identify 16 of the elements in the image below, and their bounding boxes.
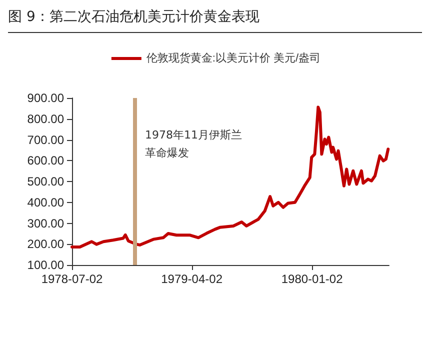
y-tick-label: 200.00	[27, 237, 64, 252]
y-tick-label: 300.00	[27, 216, 64, 230]
y-tick-label: 900.00	[27, 91, 64, 105]
line-series	[70, 106, 390, 249]
chart-title: 图 9：第二次石油危机美元计价黄金表现	[8, 8, 422, 33]
x-tick-label: 1980-01-02	[281, 272, 344, 286]
y-tick-label: 800.00	[27, 112, 64, 126]
y-tick-label: 100.00	[27, 258, 64, 272]
y-tick-label: 600.00	[27, 154, 64, 168]
y-tick-label: 700.00	[27, 132, 64, 147]
legend-label: 伦敦现货黄金:以美元计价 美元/盎司	[146, 52, 321, 64]
y-tick-label: 500.00	[27, 174, 64, 188]
y-tick-label: 400.00	[27, 195, 64, 210]
ref-line-label: 1978年11月伊斯兰革命爆发	[144, 128, 242, 160]
x-tick-label: 1979-04-02	[161, 272, 223, 286]
x-tick-label: 1978-07-02	[41, 272, 104, 286]
